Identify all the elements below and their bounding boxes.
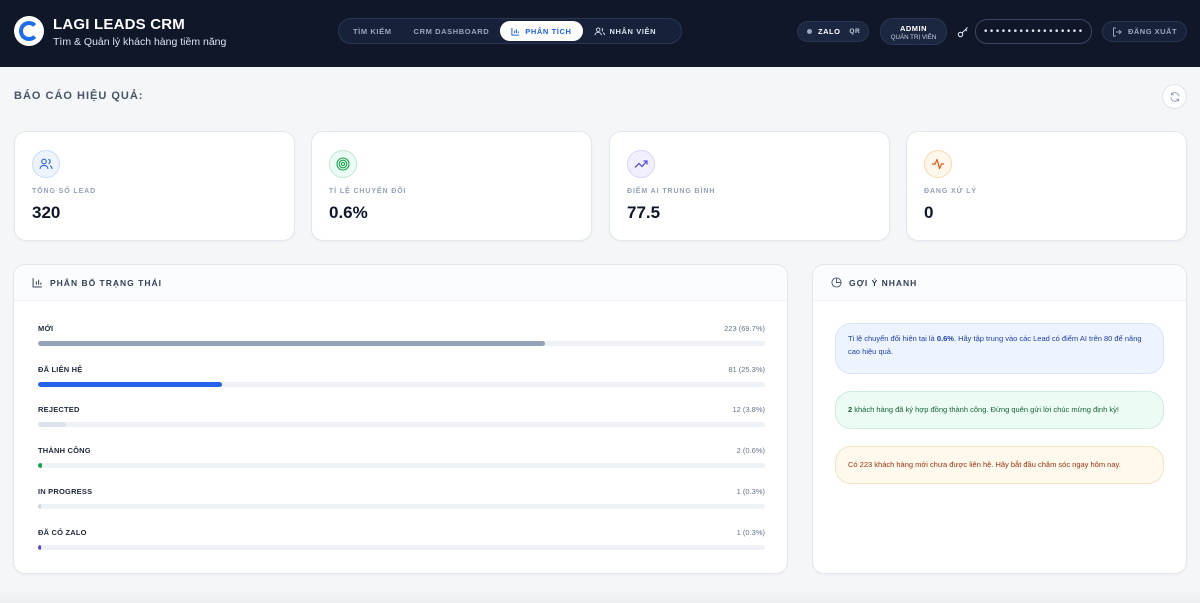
panel-header: GỢI Ý NHANH	[813, 265, 1186, 301]
page-footer-shadow	[0, 590, 1200, 603]
target-icon	[329, 150, 357, 178]
panel-header: PHÂN BỐ TRẠNG THÁI	[14, 265, 787, 301]
users-icon	[594, 26, 605, 36]
status-distribution-panel: PHÂN BỐ TRẠNG THÁI MỚI 223 (69.7%) ĐÃ LIÊN…	[13, 264, 788, 574]
qr-label: QR	[849, 28, 861, 35]
tab-staff-label: NHÂN VIÊN	[609, 26, 657, 36]
status-row: ĐÃ CÓ ZALO 1 (0.3%)	[38, 528, 765, 558]
status-name: ĐÃ LIÊN HỆ	[38, 364, 83, 374]
tab-crm-dashboard[interactable]: CRM DASHBOARD	[403, 21, 501, 41]
user-badge[interactable]: ADMIN QUẢN TRỊ VIÊN	[880, 18, 947, 45]
stat-value: 320	[32, 203, 61, 222]
progress-fill	[38, 544, 41, 550]
tab-staff[interactable]: NHÂN VIÊN	[583, 21, 668, 41]
pie-chart-icon	[831, 277, 842, 288]
progress-fill	[38, 422, 66, 428]
status-count: 1 (0.3%)	[736, 486, 765, 496]
user-name: ADMIN	[899, 24, 928, 33]
stat-label: ĐIỂM AI TRUNG BÌNH	[627, 188, 716, 195]
tab-search-label: TÌM KIẾM	[353, 26, 392, 36]
status-row: IN PROGRESS 1 (0.3%)	[38, 487, 765, 517]
tip-text: Có 223 khách hàng mới chưa được liên hệ.…	[848, 460, 1121, 469]
tab-analytics-label: PHÂN TÍCH	[525, 26, 572, 36]
trending-up-icon	[627, 150, 655, 178]
app-logo[interactable]	[14, 16, 44, 46]
app-title: LAGI LEADS CRM	[53, 16, 185, 33]
status-count: 12 (3.8%)	[732, 405, 765, 415]
tip-highlight: 0.6%	[936, 334, 954, 343]
tab-search[interactable]: TÌM KIẾM	[342, 21, 403, 41]
stat-label: TỈ LỆ CHUYỂN ĐỔI	[329, 188, 407, 195]
status-name: ĐÃ CÓ ZALO	[38, 527, 87, 537]
tip-highlight: 2	[848, 405, 853, 414]
activity-icon	[924, 150, 952, 178]
status-row: THÀNH CÔNG 2 (0.6%)	[38, 446, 765, 476]
status-name: THÀNH CÔNG	[38, 446, 91, 456]
progress-track	[38, 463, 765, 469]
tip-text: . Hãy tập trung vào các Lead có điểm AI …	[848, 334, 1142, 357]
stat-card-conversion-rate: TỈ LỆ CHUYỂN ĐỔI 0.6%	[311, 131, 592, 241]
tab-analytics[interactable]: PHÂN TÍCH	[500, 21, 583, 41]
panel-title: PHÂN BỐ TRẠNG THÁI	[50, 277, 162, 288]
api-key-field[interactable]	[975, 19, 1092, 44]
stat-label: ĐANG XỬ LÝ	[924, 188, 977, 195]
logout-button[interactable]: ĐĂNG XUẤT	[1102, 21, 1187, 42]
status-count: 2 (0.6%)	[736, 446, 765, 456]
app-subtitle: Tìm & Quản lý khách hàng tiềm năng	[53, 36, 227, 48]
quick-suggestions-panel: GỢI Ý NHANH Tỉ lệ chuyển đổi hiện tại là…	[812, 264, 1187, 574]
status-row: MỚI 223 (69.7%)	[38, 324, 765, 354]
status-name: MỚI	[38, 324, 54, 333]
progress-fill	[38, 463, 42, 469]
refresh-icon	[1169, 91, 1181, 103]
stat-label: TỔNG SỐ LEAD	[32, 188, 97, 195]
stat-card-total-leads: TỔNG SỐ LEAD 320	[14, 131, 295, 241]
suggestion-success: 2 khách hàng đã ký hợp đồng thành công. …	[835, 391, 1164, 429]
status-name: IN PROGRESS	[38, 486, 93, 496]
progress-track	[38, 381, 765, 387]
stat-card-avg-ai-score: ĐIỂM AI TRUNG BÌNH 77.5	[609, 131, 890, 241]
users-icon	[32, 150, 60, 178]
user-role: QUẢN TRỊ VIÊN	[890, 34, 937, 41]
logout-label: ĐĂNG XUẤT	[1127, 27, 1178, 36]
stat-value: 77.5	[627, 203, 661, 222]
status-count: 81 (25.3%)	[728, 364, 765, 374]
status-row: REJECTED 12 (3.8%)	[38, 405, 765, 435]
progress-fill	[38, 503, 41, 509]
progress-track	[38, 341, 765, 346]
status-count: 1 (0.3%)	[736, 527, 765, 537]
logout-icon	[1112, 27, 1122, 37]
bar-chart-icon	[32, 277, 43, 288]
bar-chart-icon	[511, 27, 520, 36]
status-count: 223 (69.7%)	[724, 324, 765, 333]
progress-track	[38, 422, 765, 428]
progress-fill	[38, 381, 222, 387]
zalo-label: ZALO	[818, 27, 841, 36]
tip-text: khách hàng đã ký hợp đồng thành công. Đừ…	[852, 405, 1119, 414]
suggestion-conversion: Tỉ lệ chuyển đổi hiện tại là 0.6%. Hãy t…	[835, 323, 1164, 374]
zalo-qr-button[interactable]: ZALO QR	[797, 21, 869, 42]
progress-track	[38, 544, 765, 550]
key-icon	[957, 25, 969, 43]
progress-track	[38, 503, 765, 509]
top-bar: LAGI LEADS CRM Tìm & Quản lý khách hàng …	[0, 0, 1200, 67]
stat-value: 0	[924, 203, 934, 222]
report-title: BÁO CÁO HIỆU QUẢ:	[14, 90, 144, 102]
tab-crm-dashboard-label: CRM DASHBOARD	[413, 26, 490, 36]
status-dot	[807, 29, 812, 34]
stat-value: 0.6%	[329, 203, 368, 222]
panel-title: GỢI Ý NHANH	[849, 277, 918, 288]
status-name: REJECTED	[38, 405, 80, 415]
tip-text: Tỉ lệ chuyển đổi hiện tại là	[848, 334, 937, 343]
stat-card-in-progress: ĐANG XỬ LÝ 0	[906, 131, 1187, 241]
suggestion-new-leads: Có 223 khách hàng mới chưa được liên hệ.…	[835, 446, 1164, 484]
progress-fill	[38, 341, 545, 346]
main-nav: TÌM KIẾM CRM DASHBOARD PHÂN TÍCH NHÂN VI…	[338, 18, 682, 44]
refresh-button[interactable]	[1162, 84, 1187, 109]
status-row: ĐÃ LIÊN HỆ 81 (25.3%)	[38, 365, 765, 395]
